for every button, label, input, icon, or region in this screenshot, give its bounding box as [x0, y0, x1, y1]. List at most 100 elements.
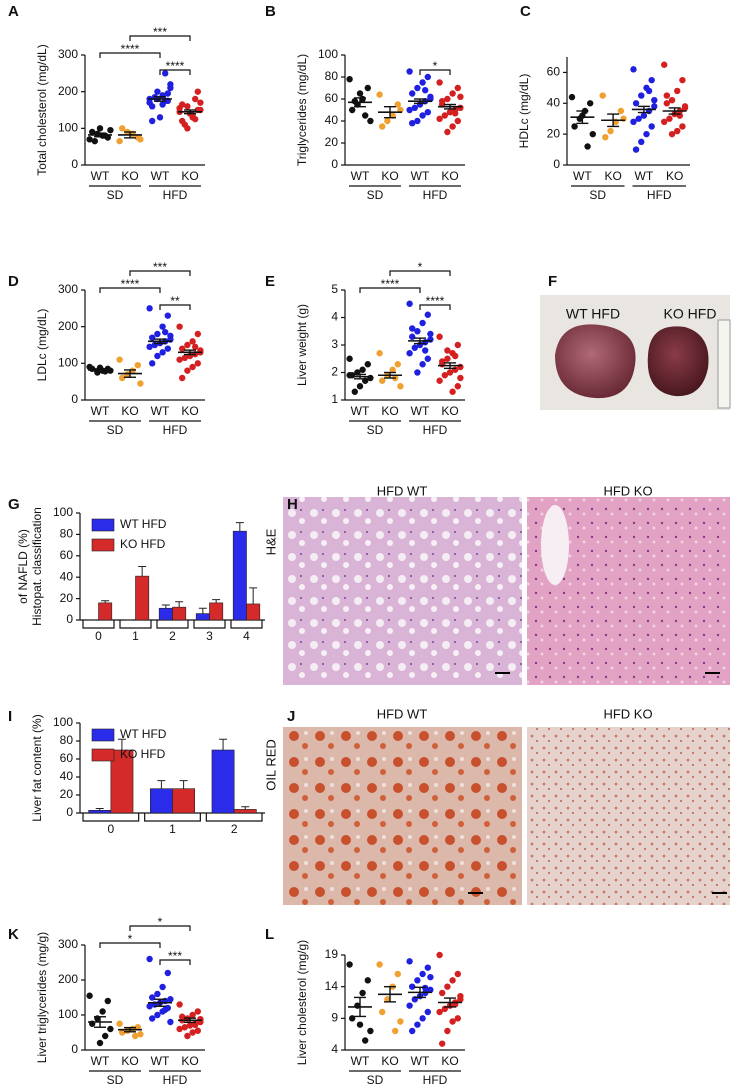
y-axis-label: Liver cholesterol (mg/g) — [295, 940, 309, 1065]
data-point — [149, 117, 156, 125]
data-point — [643, 130, 650, 138]
data-point — [406, 106, 413, 114]
data-point — [392, 1027, 399, 1035]
data-point — [394, 101, 401, 108]
bar — [88, 809, 112, 814]
significance-bracket — [159, 959, 191, 965]
data-point — [192, 1021, 199, 1028]
data-point — [364, 84, 371, 92]
data-point — [449, 1018, 456, 1025]
group-label: SD — [367, 188, 384, 202]
category-bracket — [156, 620, 189, 629]
error-bar — [175, 601, 184, 608]
y-tick-label: 200 — [58, 972, 78, 986]
data-point — [424, 311, 431, 318]
data-point — [194, 360, 201, 367]
significance-label: **** — [381, 277, 400, 291]
group-label: SD — [107, 423, 124, 437]
significance-label: **** — [121, 42, 140, 56]
data-point — [419, 1015, 426, 1022]
data-point — [362, 112, 369, 119]
y-axis-label: of NAFLD (%) — [16, 529, 30, 604]
data-point — [149, 994, 156, 1001]
data-point — [663, 92, 671, 99]
data-point — [137, 136, 144, 143]
data-point — [116, 137, 123, 145]
data-point — [167, 996, 174, 1003]
image-title: HFD WT — [377, 706, 428, 721]
data-point — [409, 120, 416, 127]
significance-label: * — [128, 932, 133, 946]
data-point — [184, 367, 191, 374]
photo-label: WT HFD — [566, 306, 620, 322]
data-point — [406, 68, 413, 75]
stain-label: H&E — [263, 528, 278, 555]
data-point — [162, 328, 169, 336]
y-tick-label: 20 — [60, 787, 74, 801]
photo-label: KO HFD — [664, 306, 717, 322]
group-label: SD — [367, 423, 384, 437]
group-label: SD — [367, 1073, 384, 1087]
data-point — [184, 341, 191, 349]
category-bracket — [82, 813, 140, 822]
data-point — [162, 70, 169, 77]
y-tick-label: 80 — [60, 527, 74, 541]
significance-label: ** — [170, 294, 180, 308]
data-point — [449, 123, 456, 130]
data-point — [444, 355, 451, 362]
data-point — [436, 333, 443, 340]
data-point — [162, 1006, 169, 1013]
data-point — [424, 964, 431, 971]
category-bracket — [119, 620, 152, 629]
panel-label: G — [8, 496, 20, 513]
data-point — [454, 341, 461, 349]
data-point — [406, 350, 413, 357]
data-point — [661, 61, 668, 68]
significance-bracket — [419, 304, 451, 310]
data-point — [602, 134, 609, 141]
data-point — [439, 98, 446, 105]
x-tick-label: WT — [91, 1054, 110, 1068]
category-bracket — [82, 620, 115, 629]
bar — [135, 575, 150, 621]
data-point — [414, 84, 421, 92]
data-point — [427, 973, 434, 981]
error-bar — [235, 522, 244, 532]
data-point — [436, 79, 443, 86]
x-tick-label: WT — [151, 404, 170, 418]
data-point — [446, 109, 454, 116]
data-point — [116, 356, 123, 363]
y-tick-label: 0 — [71, 157, 78, 171]
data-point — [454, 117, 461, 125]
significance-bracket — [389, 270, 451, 276]
significance-label: **** — [426, 294, 445, 308]
data-point — [137, 1031, 144, 1038]
data-point — [406, 1002, 413, 1009]
bar — [172, 606, 187, 621]
data-point — [164, 969, 171, 977]
x-tick-label: WT — [573, 169, 592, 183]
panel-label: B — [265, 3, 276, 20]
data-point — [663, 100, 671, 107]
panel-label: C — [520, 3, 531, 20]
panel-label: I — [8, 708, 12, 725]
data-point — [179, 101, 186, 108]
data-point — [349, 1015, 356, 1022]
data-point — [441, 372, 448, 379]
x-tick-label: 1 — [132, 629, 139, 643]
x-tick-label: KO — [181, 169, 198, 183]
data-point — [422, 347, 429, 354]
data-point — [96, 125, 104, 132]
data-point — [367, 1027, 374, 1035]
data-point — [457, 374, 464, 382]
data-point — [441, 112, 448, 119]
x-tick-label: WT — [351, 169, 370, 183]
data-point — [449, 90, 456, 97]
data-point — [189, 338, 196, 345]
data-point — [129, 367, 136, 374]
data-point — [436, 377, 443, 384]
data-point — [379, 123, 386, 130]
data-point — [346, 355, 353, 362]
data-point — [107, 1025, 114, 1033]
data-point — [427, 330, 434, 338]
